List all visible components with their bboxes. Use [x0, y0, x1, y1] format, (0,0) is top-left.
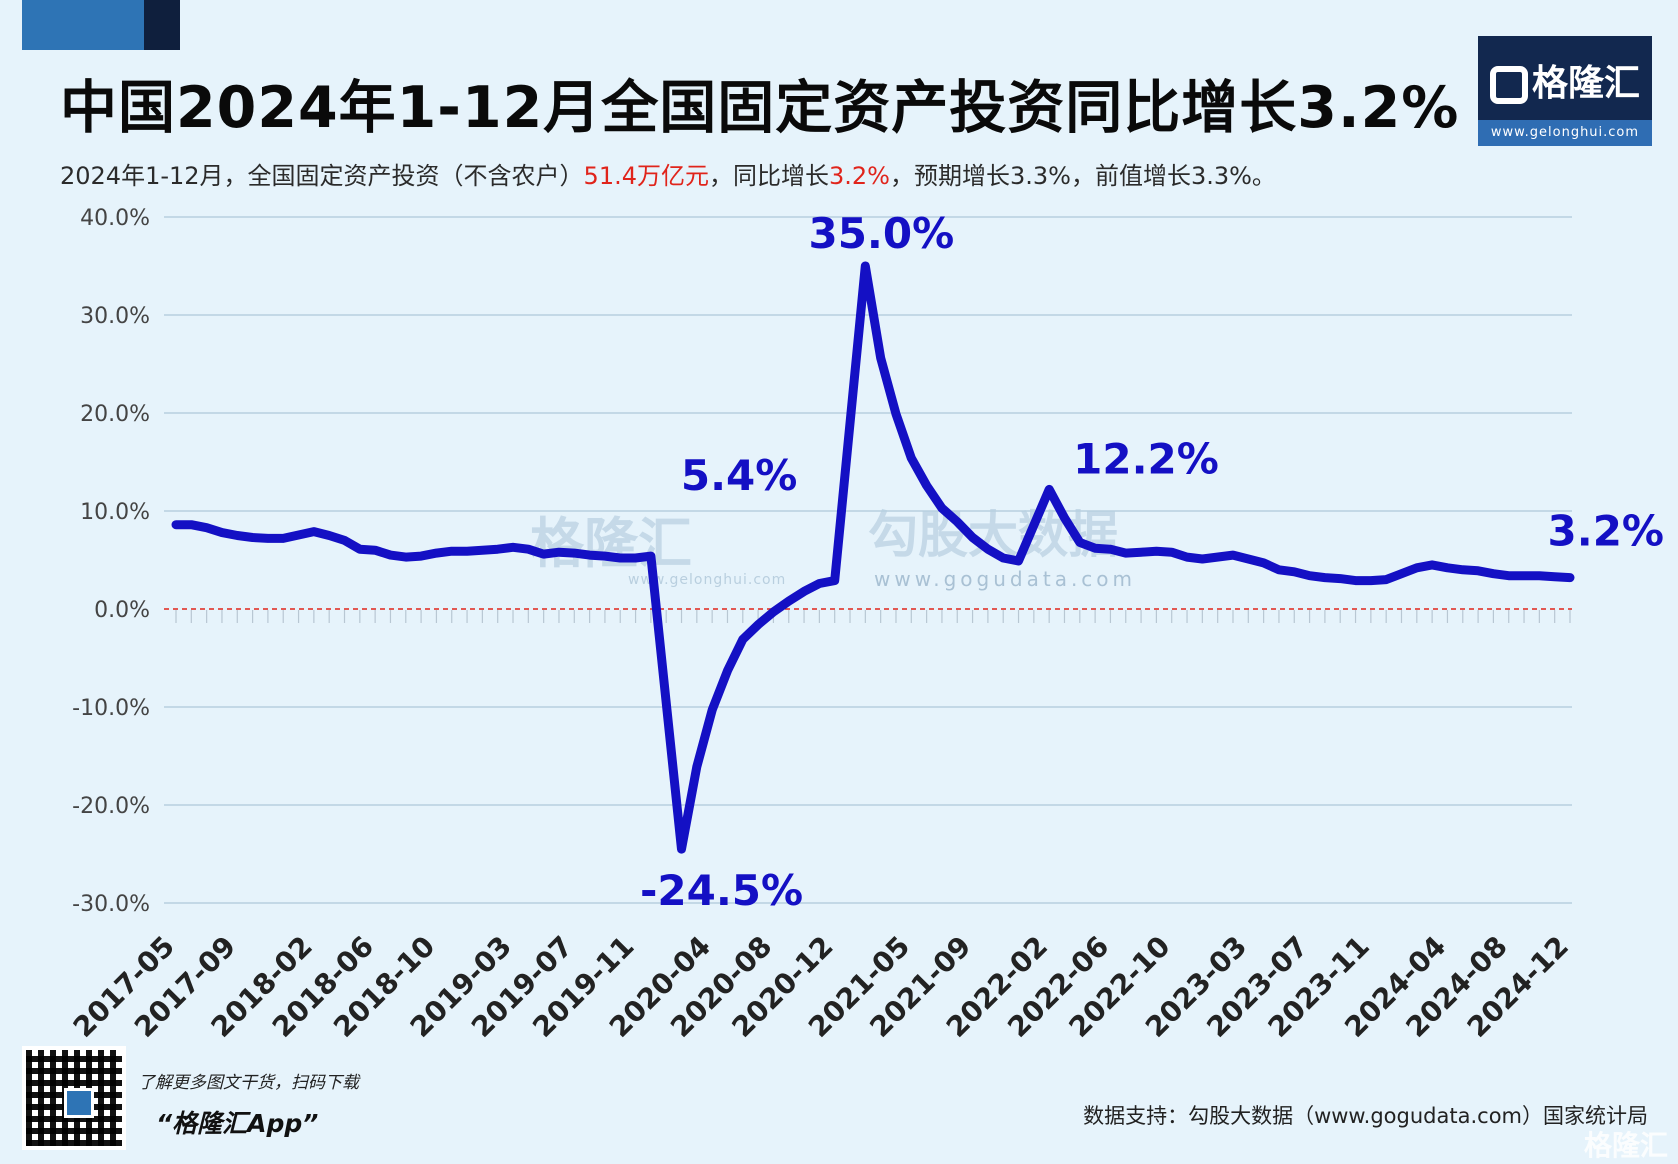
data-label: 3.2%	[1548, 507, 1664, 556]
footer-promo: 了解更多图文干货，扫码下载	[138, 1068, 359, 1093]
data-label: 5.4%	[681, 451, 797, 500]
top-accent-blue	[22, 0, 144, 50]
qr-code[interactable]	[22, 1046, 126, 1150]
gelonghui-logo: 格隆汇 www.gelonghui.com	[1478, 36, 1652, 146]
y-tick-label: -10.0%	[72, 696, 150, 721]
logo-brand: 格隆汇	[1478, 54, 1652, 106]
y-tick-label: -30.0%	[72, 892, 150, 917]
data-label: -24.5%	[640, 866, 803, 915]
subtitle-text-3: ，预期增长3.3%，前值增长3.3%。	[890, 162, 1276, 190]
logo-brand-text: 格隆汇	[1532, 63, 1640, 104]
line-chart: 格隆汇www.gelonghui.com勾股大数据www.gogudata.co…	[0, 190, 1678, 1050]
y-tick-label: 30.0%	[80, 304, 150, 329]
y-tick-label: 0.0%	[94, 598, 150, 623]
watermark-gelonghui: 格隆汇	[530, 512, 692, 575]
data-label: 35.0%	[808, 209, 954, 258]
subtitle-highlight-amount: 51.4万亿元	[584, 162, 709, 190]
logo-url: www.gelonghui.com	[1478, 120, 1652, 146]
corner-watermark: 格隆汇	[1584, 1124, 1668, 1164]
y-tick-label: 40.0%	[80, 206, 150, 231]
top-accent-navy	[144, 0, 180, 50]
y-tick-label: 20.0%	[80, 402, 150, 427]
watermark-gogudata-url: www.gogudata.com	[874, 567, 1136, 591]
data-source: 数据支持：勾股大数据（www.gogudata.com）国家统计局	[1083, 1100, 1648, 1130]
data-label: 12.2%	[1073, 434, 1219, 483]
page-subtitle: 2024年1-12月，全国固定资产投资（不含农户）51.4万亿元，同比增长3.2…	[60, 156, 1276, 191]
logo-g-icon	[1490, 66, 1528, 104]
y-tick-label: -20.0%	[72, 794, 150, 819]
footer-app-name: “格隆汇App”	[156, 1104, 318, 1140]
page-title: 中国2024年1-12月全国固定资产投资同比增长3.2%	[60, 62, 1459, 144]
y-tick-label: 10.0%	[80, 500, 150, 525]
subtitle-highlight-growth: 3.2%	[829, 162, 890, 190]
subtitle-text-1: 2024年1-12月，全国固定资产投资（不含农户）	[60, 162, 584, 190]
subtitle-text-2: ，同比增长	[709, 162, 829, 190]
